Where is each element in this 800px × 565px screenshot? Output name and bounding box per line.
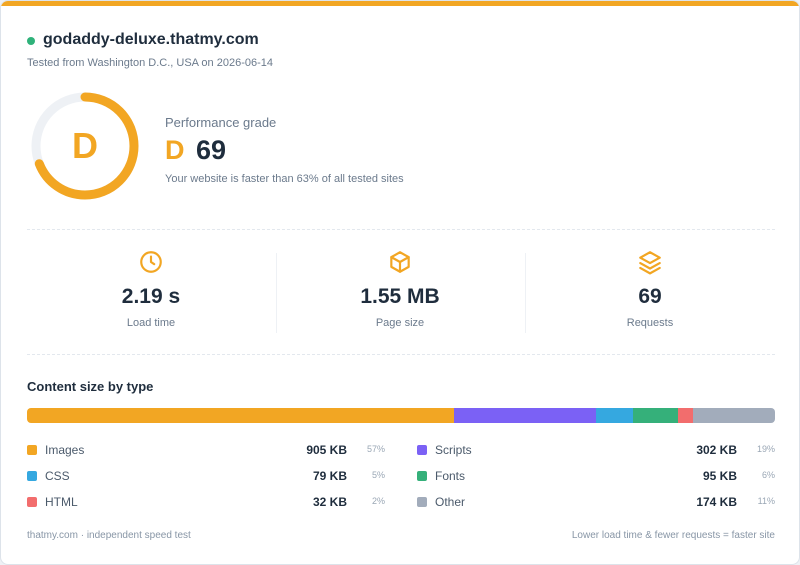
metric-value: 1.55 MB bbox=[360, 285, 440, 308]
metric-label: Load time bbox=[126, 317, 176, 329]
bar-segment-html bbox=[677, 408, 693, 423]
bar-segment-scripts bbox=[453, 408, 596, 423]
metric-separator bbox=[276, 253, 277, 333]
legend-item-images: Images 905 KB 57% bbox=[27, 443, 385, 459]
performance-description: Your website is faster than 63% of all t… bbox=[165, 173, 404, 185]
legend-percent: 57% bbox=[366, 444, 385, 454]
legend-name: HTML bbox=[45, 495, 78, 509]
legend-swatch bbox=[417, 471, 427, 481]
content-size-bar bbox=[27, 408, 775, 423]
accent-bar bbox=[1, 1, 799, 6]
metric-requests: 69 Requests bbox=[526, 249, 774, 337]
legend-size: 905 KB bbox=[306, 443, 347, 457]
legend-name: Fonts bbox=[435, 469, 466, 483]
legend-item-scripts: Scripts 302 KB 19% bbox=[417, 443, 775, 459]
legend-percent: 6% bbox=[761, 470, 775, 480]
metric-load-time: 2.19 s Load time bbox=[27, 249, 275, 337]
performance-label: Performance grade bbox=[165, 115, 277, 130]
site-title: godaddy-deluxe.thatmy.com bbox=[43, 31, 259, 48]
cube-icon bbox=[390, 251, 410, 273]
legend-item-html: HTML 32 KB 2% bbox=[27, 495, 385, 511]
status-dot bbox=[27, 37, 35, 45]
legend-size: 79 KB bbox=[312, 469, 347, 483]
legend-swatch bbox=[417, 497, 427, 507]
divider bbox=[27, 229, 775, 230]
metric-label: Requests bbox=[626, 317, 674, 329]
legend-percent: 2% bbox=[371, 496, 385, 506]
legend-name: CSS bbox=[45, 469, 70, 483]
legend-size: 302 KB bbox=[696, 443, 737, 457]
legend-item-other: Other 174 KB 11% bbox=[417, 495, 775, 511]
grade-ring-progress bbox=[31, 92, 139, 200]
legend-percent: 11% bbox=[757, 496, 775, 506]
legend-percent: 5% bbox=[371, 470, 385, 480]
legend-swatch bbox=[27, 471, 37, 481]
layers-icon bbox=[639, 251, 661, 275]
grade-ring bbox=[31, 92, 139, 200]
legend-swatch bbox=[417, 445, 427, 455]
footer-tip: Lower load time & fewer requests = faste… bbox=[571, 530, 775, 541]
legend-name: Images bbox=[45, 443, 85, 457]
legend-item-fonts: Fonts 95 KB 6% bbox=[417, 469, 775, 485]
legend-percent: 19% bbox=[756, 444, 775, 454]
bar-segment-images bbox=[27, 408, 454, 423]
performance-score: 69 bbox=[196, 135, 227, 165]
bar-segment-fonts bbox=[633, 408, 678, 423]
performance-grade: D bbox=[165, 135, 185, 165]
metric-separator bbox=[525, 253, 526, 333]
metric-value: 2.19 s bbox=[121, 285, 181, 308]
metric-label: Page size bbox=[375, 317, 425, 329]
metric-page-size: 1.55 MB Page size bbox=[276, 249, 524, 337]
legend-size: 32 KB bbox=[312, 495, 347, 509]
legend-size: 95 KB bbox=[702, 469, 737, 483]
legend-name: Scripts bbox=[435, 443, 472, 457]
divider bbox=[27, 354, 775, 355]
legend-swatch bbox=[27, 497, 37, 507]
metric-value: 69 bbox=[638, 285, 662, 308]
bar-segment-css bbox=[595, 408, 634, 423]
clock-icon bbox=[140, 251, 162, 273]
grade-ring-letter: D bbox=[72, 125, 98, 166]
legend-name: Other bbox=[435, 495, 466, 509]
legend-size: 174 KB bbox=[696, 495, 737, 509]
legend-swatch bbox=[27, 445, 37, 455]
footer-credit: thatmy.com · independent speed test bbox=[27, 530, 191, 541]
content-size-title: Content size by type bbox=[27, 379, 154, 394]
legend-item-css: CSS 79 KB 5% bbox=[27, 469, 385, 485]
bar-segment-other bbox=[692, 408, 775, 423]
test-location-date: Tested from Washington D.C., USA on 2026… bbox=[27, 57, 273, 69]
